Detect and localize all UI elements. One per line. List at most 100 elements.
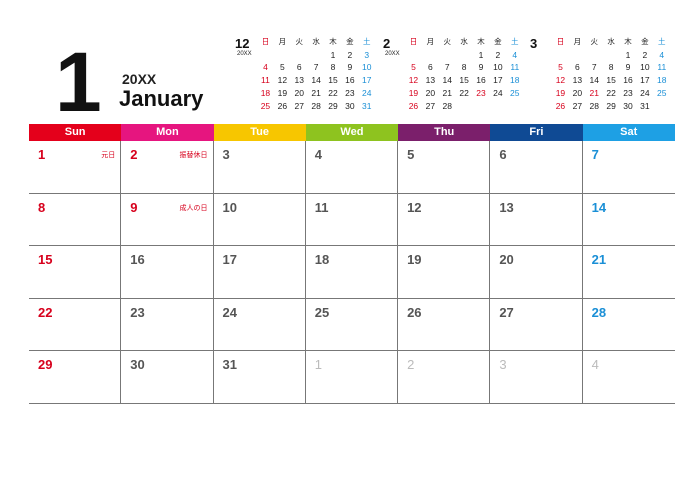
day-cell[interactable]: 17: [214, 246, 306, 298]
mini-day: 21: [442, 87, 452, 98]
mini-day: 14: [442, 75, 452, 86]
day-cell[interactable]: 28: [583, 299, 675, 351]
mini-day: 18: [657, 75, 667, 86]
day-cell[interactable]: 25: [306, 298, 399, 351]
mini-weekday-header: 火: [295, 37, 303, 46]
day-cell[interactable]: 11: [306, 193, 399, 246]
big-month-number: 1: [55, 35, 102, 129]
mini-day: 23: [623, 87, 633, 98]
day-number: 4: [314, 147, 323, 162]
day-cell[interactable]: 4: [583, 351, 675, 403]
mini-weekday-header: 水: [460, 37, 468, 46]
day-number: 12: [407, 199, 422, 215]
mini-calendar-3: 3 日月火水木金土 1 2 4 5 6 7 8 9 10 11 12 13 14 15 16 17 18 19 20 21…: [530, 36, 692, 112]
weekday-header-mon: Mon: [121, 124, 214, 141]
day-number: 5: [407, 147, 415, 162]
day-number: 2: [407, 357, 415, 373]
day-cell[interactable]: 21: [583, 246, 675, 298]
day-number: 11: [314, 199, 329, 215]
day-cell[interactable]: 1 元日: [29, 141, 122, 193]
day-cell[interactable]: 14: [583, 194, 675, 246]
mini-day: 5: [411, 62, 416, 73]
day-cell[interactable]: 12: [398, 193, 491, 246]
mini-day: 7: [313, 62, 319, 73]
day-cell[interactable]: 10: [214, 193, 306, 246]
week-row: 22 23 24 25 26 27 28: [29, 298, 675, 352]
mini-day: 17: [640, 75, 650, 86]
mini-day: [405, 49, 422, 62]
mini-month-number: 3: [530, 36, 538, 51]
mini-day: 17: [362, 75, 372, 86]
day-number: 6: [499, 147, 507, 162]
day-number: 4: [591, 357, 599, 373]
mini-weekday-header: 土: [658, 37, 666, 46]
mini-day: 10: [493, 62, 503, 73]
mini-day: [456, 100, 473, 113]
mini-day: 16: [345, 75, 355, 86]
day-number: 1: [314, 357, 323, 373]
day-number: 20: [499, 252, 514, 268]
day-cell[interactable]: 24: [214, 298, 306, 351]
mini-day: 29: [606, 100, 616, 111]
mini-day: 6: [427, 62, 433, 73]
mini-day: 8: [461, 62, 467, 73]
day-cell[interactable]: 15: [29, 246, 122, 298]
day-cell[interactable]: 16: [121, 246, 214, 298]
mini-day: 10: [362, 62, 372, 73]
mini-weekday-header: 水: [312, 37, 320, 46]
holiday-name: 元日: [101, 151, 116, 159]
mini-day: 10: [640, 62, 650, 73]
day-cell[interactable]: 4: [306, 141, 399, 193]
mini-day: 20: [294, 87, 304, 98]
day-cell[interactable]: 26: [398, 298, 491, 351]
mini-weekday-header: 月: [426, 37, 435, 46]
mini-day: 14: [311, 75, 321, 86]
mini-day: [603, 49, 620, 62]
mini-calendar-12: 12 20XX 日月火水木金土 1 2 3 4 5 6 7 8 9 10 11 12 13 14 15 16 17 18…: [235, 36, 397, 112]
day-number: 7: [591, 147, 599, 162]
mini-day: 13: [425, 75, 436, 86]
mini-day: 31: [640, 100, 650, 111]
day-cell[interactable]: 29: [29, 351, 122, 403]
day-number: 1: [38, 147, 46, 162]
mini-weekday-header: 木: [477, 37, 485, 46]
day-cell[interactable]: 20: [490, 246, 583, 298]
day-cell[interactable]: 18: [306, 246, 399, 298]
day-cell[interactable]: 6: [490, 141, 583, 193]
day-cell[interactable]: 5: [398, 141, 491, 193]
mini-day: [489, 100, 506, 113]
day-cell[interactable]: 27: [490, 298, 583, 351]
month-name: January: [119, 86, 204, 111]
mini-day: 30: [345, 100, 355, 111]
day-number: 23: [130, 304, 145, 320]
day-cell[interactable]: 3: [490, 351, 583, 403]
day-cell[interactable]: 1: [306, 351, 399, 403]
mini-day: 14: [589, 75, 599, 86]
week-row: 1 元日 2 振替休日 3 4 5 6 7: [29, 141, 675, 194]
day-cell[interactable]: 30: [121, 351, 214, 403]
day-cell[interactable]: 2: [398, 351, 491, 403]
mini-day: 23: [345, 87, 355, 98]
day-number: 31: [222, 357, 237, 373]
day-cell[interactable]: 7: [583, 141, 675, 193]
mini-weekday-header: 土: [363, 37, 371, 46]
mini-day: 28: [311, 100, 321, 111]
day-cell[interactable]: 22: [29, 298, 122, 351]
day-cell[interactable]: 31: [214, 351, 306, 403]
day-cell[interactable]: 13: [490, 193, 583, 246]
mini-day: 13: [572, 75, 583, 86]
day-number: 19: [407, 252, 422, 268]
mini-month-number: 2: [383, 36, 391, 51]
mini-day: [473, 100, 490, 113]
mini-day: 31: [362, 100, 372, 111]
day-number: 2: [130, 147, 138, 162]
day-cell[interactable]: 3: [214, 141, 306, 193]
day-cell[interactable]: 19: [398, 246, 491, 298]
day-cell[interactable]: 9 成人の日: [121, 193, 214, 246]
day-cell[interactable]: 2 振替休日: [121, 141, 214, 193]
day-cell[interactable]: 23: [121, 298, 214, 351]
day-cell[interactable]: 8: [29, 193, 122, 246]
mini-day: 15: [328, 75, 338, 86]
mini-day: 15: [459, 75, 469, 86]
day-number: 13: [499, 199, 514, 215]
